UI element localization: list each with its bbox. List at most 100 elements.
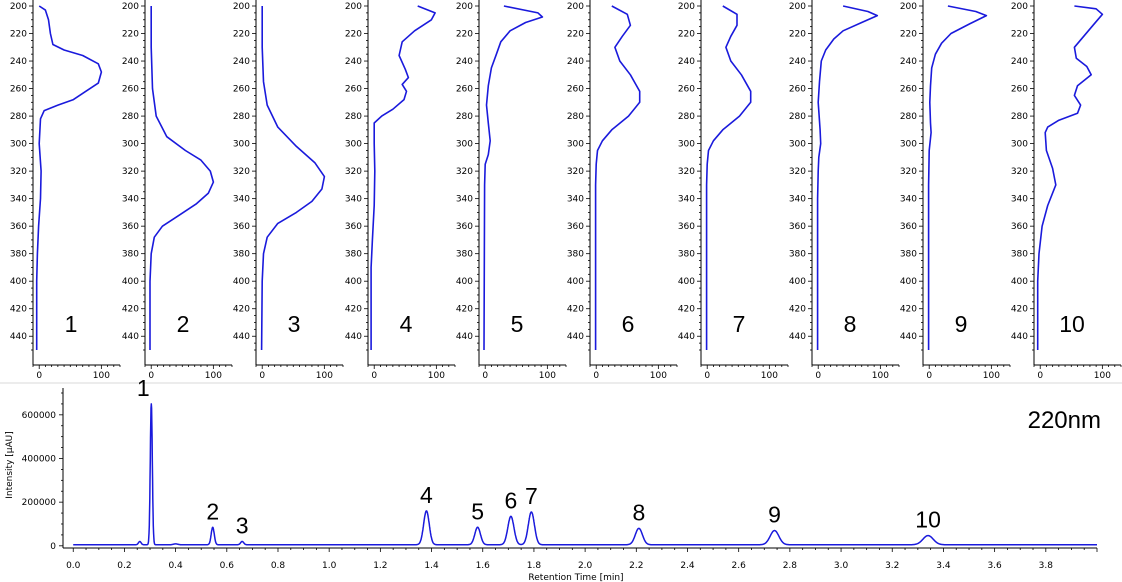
spectrum-y-tick-label: 360 [456, 222, 473, 232]
chrom-x-tick-label: 1.0 [322, 561, 337, 571]
spectrum-x-tick-label: 100 [650, 371, 667, 381]
chromatogram-panel: 220nm Retention Time [min] Intensity [µA… [5, 375, 1101, 582]
spectrum-label: 2 [177, 311, 190, 337]
peak-label-9: 9 [768, 502, 781, 528]
spectrum-y-tick-label: 420 [900, 305, 917, 315]
spectrum-y-tick-label: 300 [345, 140, 362, 150]
spectrum-y-tick-label: 340 [456, 195, 473, 205]
spectrum-y-tick-label: 280 [456, 112, 473, 122]
spectrum-x-tick-label: 100 [316, 371, 333, 381]
spectrum-y-tick-label: 360 [1011, 222, 1028, 232]
spectrum-y-tick-label: 400 [10, 277, 27, 287]
spectrum-y-tick-label: 300 [567, 140, 584, 150]
chrom-x-tick-label: 1.6 [476, 561, 491, 571]
chrom-x-tick-label: 2.0 [578, 561, 593, 571]
spectrum-y-tick-label: 300 [1011, 140, 1028, 150]
spectrum-y-tick-label: 440 [345, 332, 362, 342]
spectrum-y-tick-label: 320 [122, 167, 139, 177]
chrom-x-tick-label: 0.0 [66, 561, 81, 571]
spectrum-y-tick-label: 420 [233, 305, 250, 315]
spectrum-y-tick-label: 340 [1011, 195, 1028, 205]
spectrum-y-tick-label: 440 [233, 332, 250, 342]
spectrum-y-tick-label: 200 [122, 2, 139, 12]
spectrum-y-tick-label: 240 [10, 57, 27, 67]
spectrum-y-tick-label: 380 [233, 250, 250, 260]
spectrum-y-tick-label: 260 [233, 85, 250, 95]
spectrum-y-tick-label: 340 [567, 195, 584, 205]
spectrum-label: 4 [400, 311, 413, 337]
spectrum-y-tick-label: 380 [1011, 250, 1028, 260]
spectrum-y-tick-label: 440 [789, 332, 806, 342]
spectrum-y-tick-label: 380 [122, 250, 139, 260]
spectrum-y-tick-label: 380 [789, 250, 806, 260]
chrom-x-tick-label: 2.4 [680, 561, 695, 571]
spectrum-y-tick-label: 200 [1011, 2, 1028, 12]
spectrum-y-tick-label: 220 [233, 30, 250, 40]
y-axis-title: Intensity [µAU] [5, 431, 15, 499]
spectrum-y-tick-label: 300 [678, 140, 695, 150]
spectrum-y-tick-label: 200 [789, 2, 806, 12]
spectrum-label: 5 [511, 311, 524, 337]
spectrum-label: 9 [955, 311, 968, 337]
spectrum-y-tick-label: 260 [1011, 85, 1028, 95]
spectrum-panel-9: 200 220 240 260 280 300 320 340 360 380 400 420 440 0… [900, 0, 1011, 381]
spectrum-y-tick-label: 360 [567, 222, 584, 232]
spectrum-y-tick-label: 340 [789, 195, 806, 205]
spectrum-y-tick-label: 240 [345, 57, 362, 67]
spectrum-y-tick-label: 220 [122, 30, 139, 40]
spectrum-x-tick-label: 100 [983, 371, 1000, 381]
spectrum-y-tick-label: 220 [345, 30, 362, 40]
spectrum-y-tick-label: 320 [456, 167, 473, 177]
spectrum-y-tick-label: 400 [345, 277, 362, 287]
spectrum-y-tick-label: 380 [345, 250, 362, 260]
chrom-x-tick-label: 3.8 [1039, 561, 1054, 571]
spectrum-y-tick-label: 380 [900, 250, 917, 260]
peak-label-2: 2 [206, 498, 219, 524]
chrom-x-tick-label: 0.6 [220, 561, 235, 571]
spectrum-y-tick-label: 260 [789, 85, 806, 95]
spectrum-y-tick-label: 200 [456, 2, 473, 12]
spectrum-panel-2: 200 220 240 260 280 300 320 340 360 380 400 420 440 0… [122, 0, 233, 381]
spectrum-y-tick-label: 400 [1011, 277, 1028, 287]
spectrum-x-tick-label: 0 [593, 371, 599, 381]
spectrum-y-tick-label: 240 [233, 57, 250, 67]
spectrum-y-tick-label: 280 [567, 112, 584, 122]
spectrum-y-tick-label: 240 [1011, 57, 1028, 67]
spectrum-y-tick-label: 380 [456, 250, 473, 260]
chrom-x-tick-label: 2.2 [629, 561, 643, 571]
peak-label-5: 5 [471, 498, 484, 524]
spectrum-y-tick-label: 360 [900, 222, 917, 232]
spectrum-y-tick-label: 280 [10, 112, 27, 122]
spectrum-y-tick-label: 360 [122, 222, 139, 232]
spectrum-x-tick-label: 0 [926, 371, 932, 381]
spectrum-curve-7 [705, 5, 752, 350]
spectrum-y-tick-label: 260 [456, 85, 473, 95]
spectrum-y-tick-label: 280 [1011, 112, 1028, 122]
spectrum-y-tick-label: 440 [1011, 332, 1028, 342]
spectrum-y-tick-label: 260 [678, 85, 695, 95]
spectrum-y-tick-label: 340 [233, 195, 250, 205]
spectrum-y-tick-label: 200 [900, 2, 917, 12]
spectrum-y-tick-label: 360 [10, 222, 27, 232]
chrom-x-tick-label: 3.0 [834, 561, 849, 571]
spectrum-y-tick-label: 360 [233, 222, 250, 232]
chrom-x-tick-label: 1.4 [424, 561, 439, 571]
spectrum-y-tick-label: 280 [122, 112, 139, 122]
peak-label-8: 8 [632, 499, 645, 525]
spectrum-y-tick-label: 260 [900, 85, 917, 95]
spectrum-y-tick-label: 360 [789, 222, 806, 232]
spectrum-y-tick-label: 320 [345, 167, 362, 177]
spectrum-y-tick-label: 260 [10, 85, 27, 95]
chromatogram-trace [72, 403, 1098, 546]
spectrum-y-tick-label: 320 [567, 167, 584, 177]
chrom-y-tick-label: 400000 [22, 454, 57, 464]
spectrum-y-tick-label: 440 [10, 332, 27, 342]
spectrum-y-tick-label: 320 [678, 167, 695, 177]
spectrum-y-tick-label: 260 [567, 85, 584, 95]
spectrum-x-tick-label: 100 [428, 371, 445, 381]
wavelength-annotation: 220nm [1028, 407, 1101, 434]
chrom-y-tick-label: 200000 [22, 498, 57, 508]
spectrum-y-tick-label: 240 [456, 57, 473, 67]
spectrum-y-tick-label: 200 [10, 2, 27, 12]
